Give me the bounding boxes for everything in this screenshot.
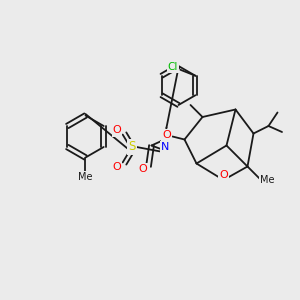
Text: Cl: Cl — [168, 62, 178, 72]
Text: N: N — [161, 142, 169, 152]
Text: O: O — [219, 170, 228, 181]
Text: O: O — [162, 130, 171, 140]
Text: O: O — [138, 164, 147, 175]
Text: S: S — [128, 140, 136, 154]
Text: Me: Me — [78, 172, 93, 182]
Text: Me: Me — [260, 175, 274, 185]
Text: O: O — [112, 161, 122, 172]
Text: O: O — [112, 125, 122, 136]
